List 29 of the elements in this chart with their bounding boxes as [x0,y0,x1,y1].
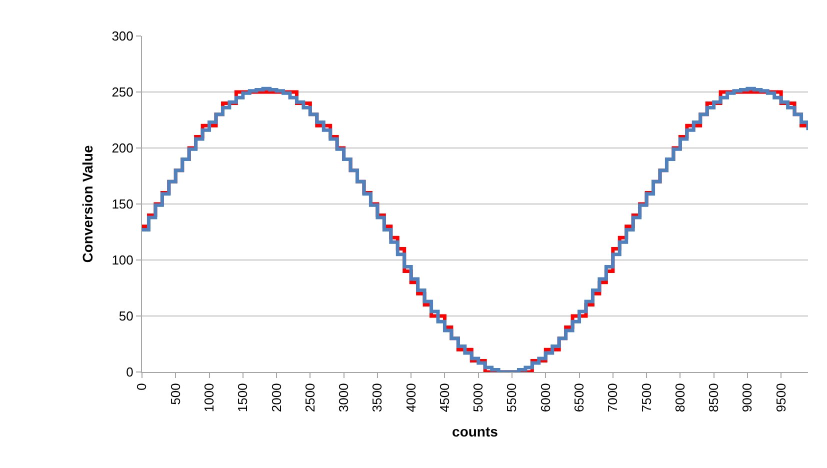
x-tick-label: 500 [168,383,183,405]
y-tick-label: 0 [126,364,134,380]
x-tick-label: 3500 [370,383,385,412]
x-tick-label: 7500 [638,383,654,412]
x-tick-label: 3000 [336,383,352,412]
x-tick-label: 1500 [235,383,250,412]
x-tick-label: 4000 [403,383,418,412]
y-tick-label: 150 [112,196,134,212]
x-tick-label: 0 [134,383,150,390]
y-tick-label: 50 [118,308,134,324]
y-tick-label: 300 [112,28,134,44]
x-tick-label: 6500 [571,383,586,412]
x-tick-label: 6000 [538,383,553,412]
y-axis-title: Conversion Value [79,145,96,263]
x-tick-label: 2500 [302,383,318,412]
x-tick-label: 8500 [706,383,722,412]
y-tick-label: 100 [112,252,134,268]
y-tick-label: 200 [112,140,134,156]
x-tick-label: 9000 [740,383,755,412]
x-tick-label: 2000 [268,383,284,412]
x-tick-label: 5500 [504,383,520,412]
x-tick-label: 5000 [470,383,486,412]
x-axis-title: counts [452,423,498,440]
x-tick-label: 7000 [605,383,620,412]
x-tick-label: 4500 [436,383,452,412]
y-tick-label: 250 [112,84,134,100]
x-tick-label: 8000 [672,383,688,412]
x-tick-label: 1000 [201,383,216,412]
x-tick-label: 9500 [773,383,788,412]
